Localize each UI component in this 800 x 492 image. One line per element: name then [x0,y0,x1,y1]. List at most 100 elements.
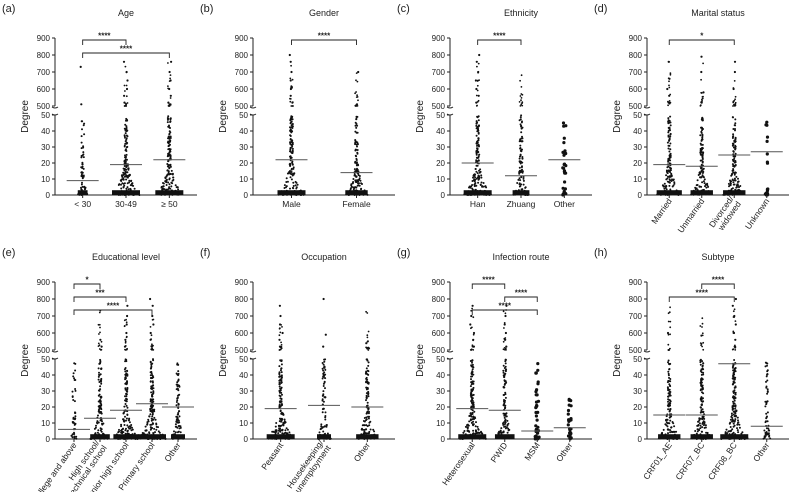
outlier-point [149,331,152,335]
data-point [666,381,669,384]
x-tick-label-line: Heterosexual [440,440,477,487]
data-point [356,124,359,127]
y-axis-label: Degree [20,344,31,377]
data-point [80,173,83,176]
y-tick-label: 700 [235,68,249,77]
data-point [74,379,77,381]
data-point [668,144,671,147]
significance-bracket [701,283,735,289]
outlier-point [281,331,284,335]
outlier-point [355,96,358,98]
y-tick-label: 30 [239,387,248,396]
data-point [520,175,523,178]
data-point [666,386,669,389]
data-point [123,127,126,130]
data-point [732,413,735,416]
data-point [702,410,705,413]
data-point [356,184,359,187]
outlier-point [123,101,126,104]
data-point [349,187,352,190]
data-point [289,138,292,141]
outlier-point [504,348,506,351]
data-point [668,150,671,153]
data-point [277,424,280,427]
outlier-point [290,70,293,74]
data-point [126,382,128,385]
data-point [764,421,767,424]
data-point [177,370,180,373]
data-point [669,135,672,138]
data-point [322,385,325,387]
outlier-point [367,349,370,351]
data-point [731,428,734,431]
outlier-point [281,326,283,328]
data-point [367,415,369,418]
data-point [470,400,473,403]
y-tick-label: 10 [436,175,445,184]
data-point [470,421,473,424]
data-point [144,425,147,428]
outlier-point [471,345,474,348]
data-point [669,380,672,383]
data-point [470,415,473,418]
data-point [702,175,705,178]
data-point [169,117,172,120]
data-point [470,375,473,378]
outlier-point [668,86,671,89]
data-point [469,412,472,415]
outlier-point [150,345,153,348]
outlier-point [470,309,473,312]
outlier-point [279,314,282,318]
outlier-point [477,71,479,74]
data-point [765,386,768,389]
data-point [361,424,364,427]
outlier-point [520,97,523,99]
outlier-point [734,338,737,341]
data-point [125,372,128,375]
data-point [478,145,480,148]
data-point [727,430,730,433]
data-point [666,418,669,421]
data-point [475,170,478,173]
y-tick-label: 10 [239,419,248,428]
outlier-point [290,105,293,107]
data-point [279,389,282,392]
data-point [125,360,128,363]
x-tick-label-line: MSM [522,440,542,462]
data-point [764,431,767,434]
y-tick-label: 700 [235,312,249,321]
data-point [702,397,704,400]
data-point-cluster [723,190,746,195]
data-point [732,402,735,405]
outlier-point [469,323,472,326]
data-point [476,164,479,167]
data-point [284,429,287,432]
significance-bracket [73,309,153,315]
x-tick-label-line: Married [649,196,674,226]
y-tick-label: 0 [441,435,446,444]
y-tick-label: 800 [629,295,643,304]
data-point [81,163,84,166]
x-tick-label: Unmarried [675,196,706,234]
data-point [165,184,168,186]
data-point [277,432,280,435]
significance-label: **** [493,32,506,41]
data-point [365,396,368,399]
data-point [73,377,76,380]
data-point [503,412,506,415]
data-point [732,143,735,145]
data-point [668,383,671,386]
data-point [475,149,478,152]
data-point [702,362,705,365]
y-axis-label: Degree [415,100,426,133]
outlier-point [125,71,128,74]
data-point [520,127,523,130]
data-point [734,405,737,408]
y-tick-label: 900 [235,34,249,43]
data-point [477,176,480,179]
data-point [176,399,179,402]
data-point [669,124,672,127]
data-point [477,125,480,128]
data-point [765,412,768,415]
